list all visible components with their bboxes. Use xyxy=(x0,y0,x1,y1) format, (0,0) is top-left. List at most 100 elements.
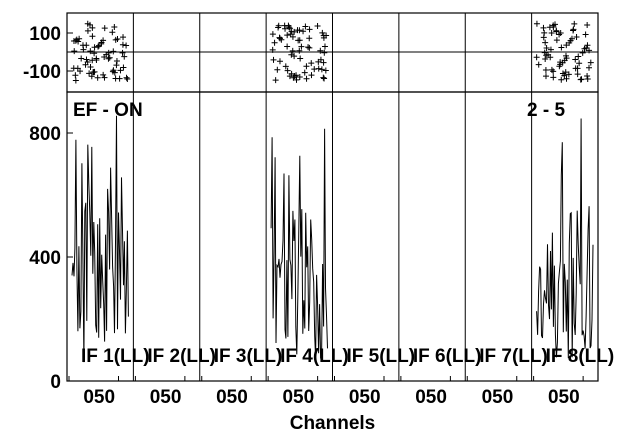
phase-point xyxy=(562,69,569,76)
phase-point xyxy=(86,21,93,28)
phase-point xyxy=(535,61,542,68)
phase-point xyxy=(71,48,78,55)
phase-point xyxy=(572,56,579,63)
phase-point xyxy=(556,63,563,70)
phase-point xyxy=(291,53,298,60)
phase-point xyxy=(301,69,308,76)
phase-point xyxy=(568,35,575,42)
phase-point xyxy=(75,38,82,45)
if-panel-label: IF 1(LL) xyxy=(81,346,150,367)
phase-point xyxy=(311,66,318,73)
phase-point xyxy=(565,71,572,78)
phase-point xyxy=(123,42,130,49)
phase-point xyxy=(83,56,90,63)
phase-point xyxy=(88,73,95,80)
phase-point xyxy=(306,26,313,33)
phase-point xyxy=(563,75,570,82)
if-panel-label: IF 3(LL) xyxy=(214,346,283,367)
phase-point xyxy=(79,42,86,49)
phase-point xyxy=(317,56,324,63)
phase-scatter-layer xyxy=(70,20,594,84)
phase-point xyxy=(320,34,327,41)
amplitude-lines-layer xyxy=(71,115,594,363)
phase-point xyxy=(322,67,329,74)
phase-point xyxy=(124,75,131,82)
phase-point xyxy=(95,42,102,49)
phase-point xyxy=(276,58,283,65)
x-tick-label: 050 xyxy=(282,387,314,408)
phase-point xyxy=(571,20,578,27)
phase-point xyxy=(286,25,293,32)
phase-point xyxy=(550,22,557,29)
phase-point xyxy=(120,64,127,71)
phase-point xyxy=(586,64,593,71)
phase-point xyxy=(270,56,277,63)
phase-point xyxy=(117,67,124,74)
x-tick-label: 050 xyxy=(415,387,447,408)
phase-point xyxy=(110,48,117,55)
phase-point xyxy=(584,21,591,28)
if-panel-label: IF 5(LL) xyxy=(347,346,416,367)
phase-point xyxy=(584,72,591,79)
phase-point xyxy=(93,55,100,62)
phase-point xyxy=(550,68,557,75)
phase-point xyxy=(282,63,289,70)
phase-point xyxy=(547,46,554,53)
phase-point xyxy=(576,60,583,67)
phase-point xyxy=(112,36,119,43)
phase-point xyxy=(276,35,283,42)
phase-point xyxy=(578,76,585,83)
phase-point xyxy=(296,74,303,81)
phase-point xyxy=(91,50,98,57)
phase-point xyxy=(586,47,593,54)
phase-point xyxy=(318,66,325,73)
phase-point xyxy=(101,74,108,81)
phase-point xyxy=(278,36,285,43)
phase-point xyxy=(582,31,589,38)
phase-point xyxy=(84,59,91,66)
phase-point xyxy=(284,67,291,74)
phase-point xyxy=(547,54,554,61)
phase-point xyxy=(574,71,581,78)
phase-point xyxy=(575,53,582,60)
phase-point xyxy=(110,67,117,74)
phase-point xyxy=(540,24,547,31)
phase-point xyxy=(548,29,555,36)
phase-point xyxy=(296,37,303,44)
phase-point xyxy=(548,66,555,73)
phase-point xyxy=(119,49,126,56)
x-tick-label: 050 xyxy=(349,387,381,408)
phase-point xyxy=(119,41,126,48)
phase-point xyxy=(572,65,579,72)
phase-point xyxy=(289,33,296,40)
phase-point xyxy=(285,24,292,31)
phase-point xyxy=(308,60,315,67)
phase-ytick-label: 100 xyxy=(29,24,61,45)
phase-ytick-label: -100 xyxy=(23,62,61,83)
phase-point xyxy=(284,32,291,39)
phase-point xyxy=(298,43,305,50)
phase-point xyxy=(558,76,565,83)
phase-point xyxy=(271,39,278,46)
phase-point xyxy=(72,77,79,84)
amp-ytick-label: 0 xyxy=(50,372,61,393)
phase-point xyxy=(557,59,564,66)
phase-point xyxy=(533,54,540,61)
if-panel-label: IF 8(LL) xyxy=(546,346,615,367)
phase-point xyxy=(541,49,548,56)
amp-ytick-label: 800 xyxy=(29,124,61,145)
x-tick-label: 050 xyxy=(150,387,182,408)
phase-point xyxy=(317,47,324,54)
phase-point xyxy=(584,42,591,49)
if-panel-label: IF 7(LL) xyxy=(479,346,548,367)
phase-point xyxy=(274,66,281,73)
phase-point xyxy=(289,47,296,54)
phase-point xyxy=(297,55,304,62)
phase-point xyxy=(320,74,327,81)
phase-point xyxy=(581,45,588,52)
phase-point xyxy=(321,75,328,82)
phase-point xyxy=(121,53,128,60)
phase-point xyxy=(584,76,591,83)
phase-point xyxy=(87,48,94,55)
phase-point xyxy=(286,73,293,80)
